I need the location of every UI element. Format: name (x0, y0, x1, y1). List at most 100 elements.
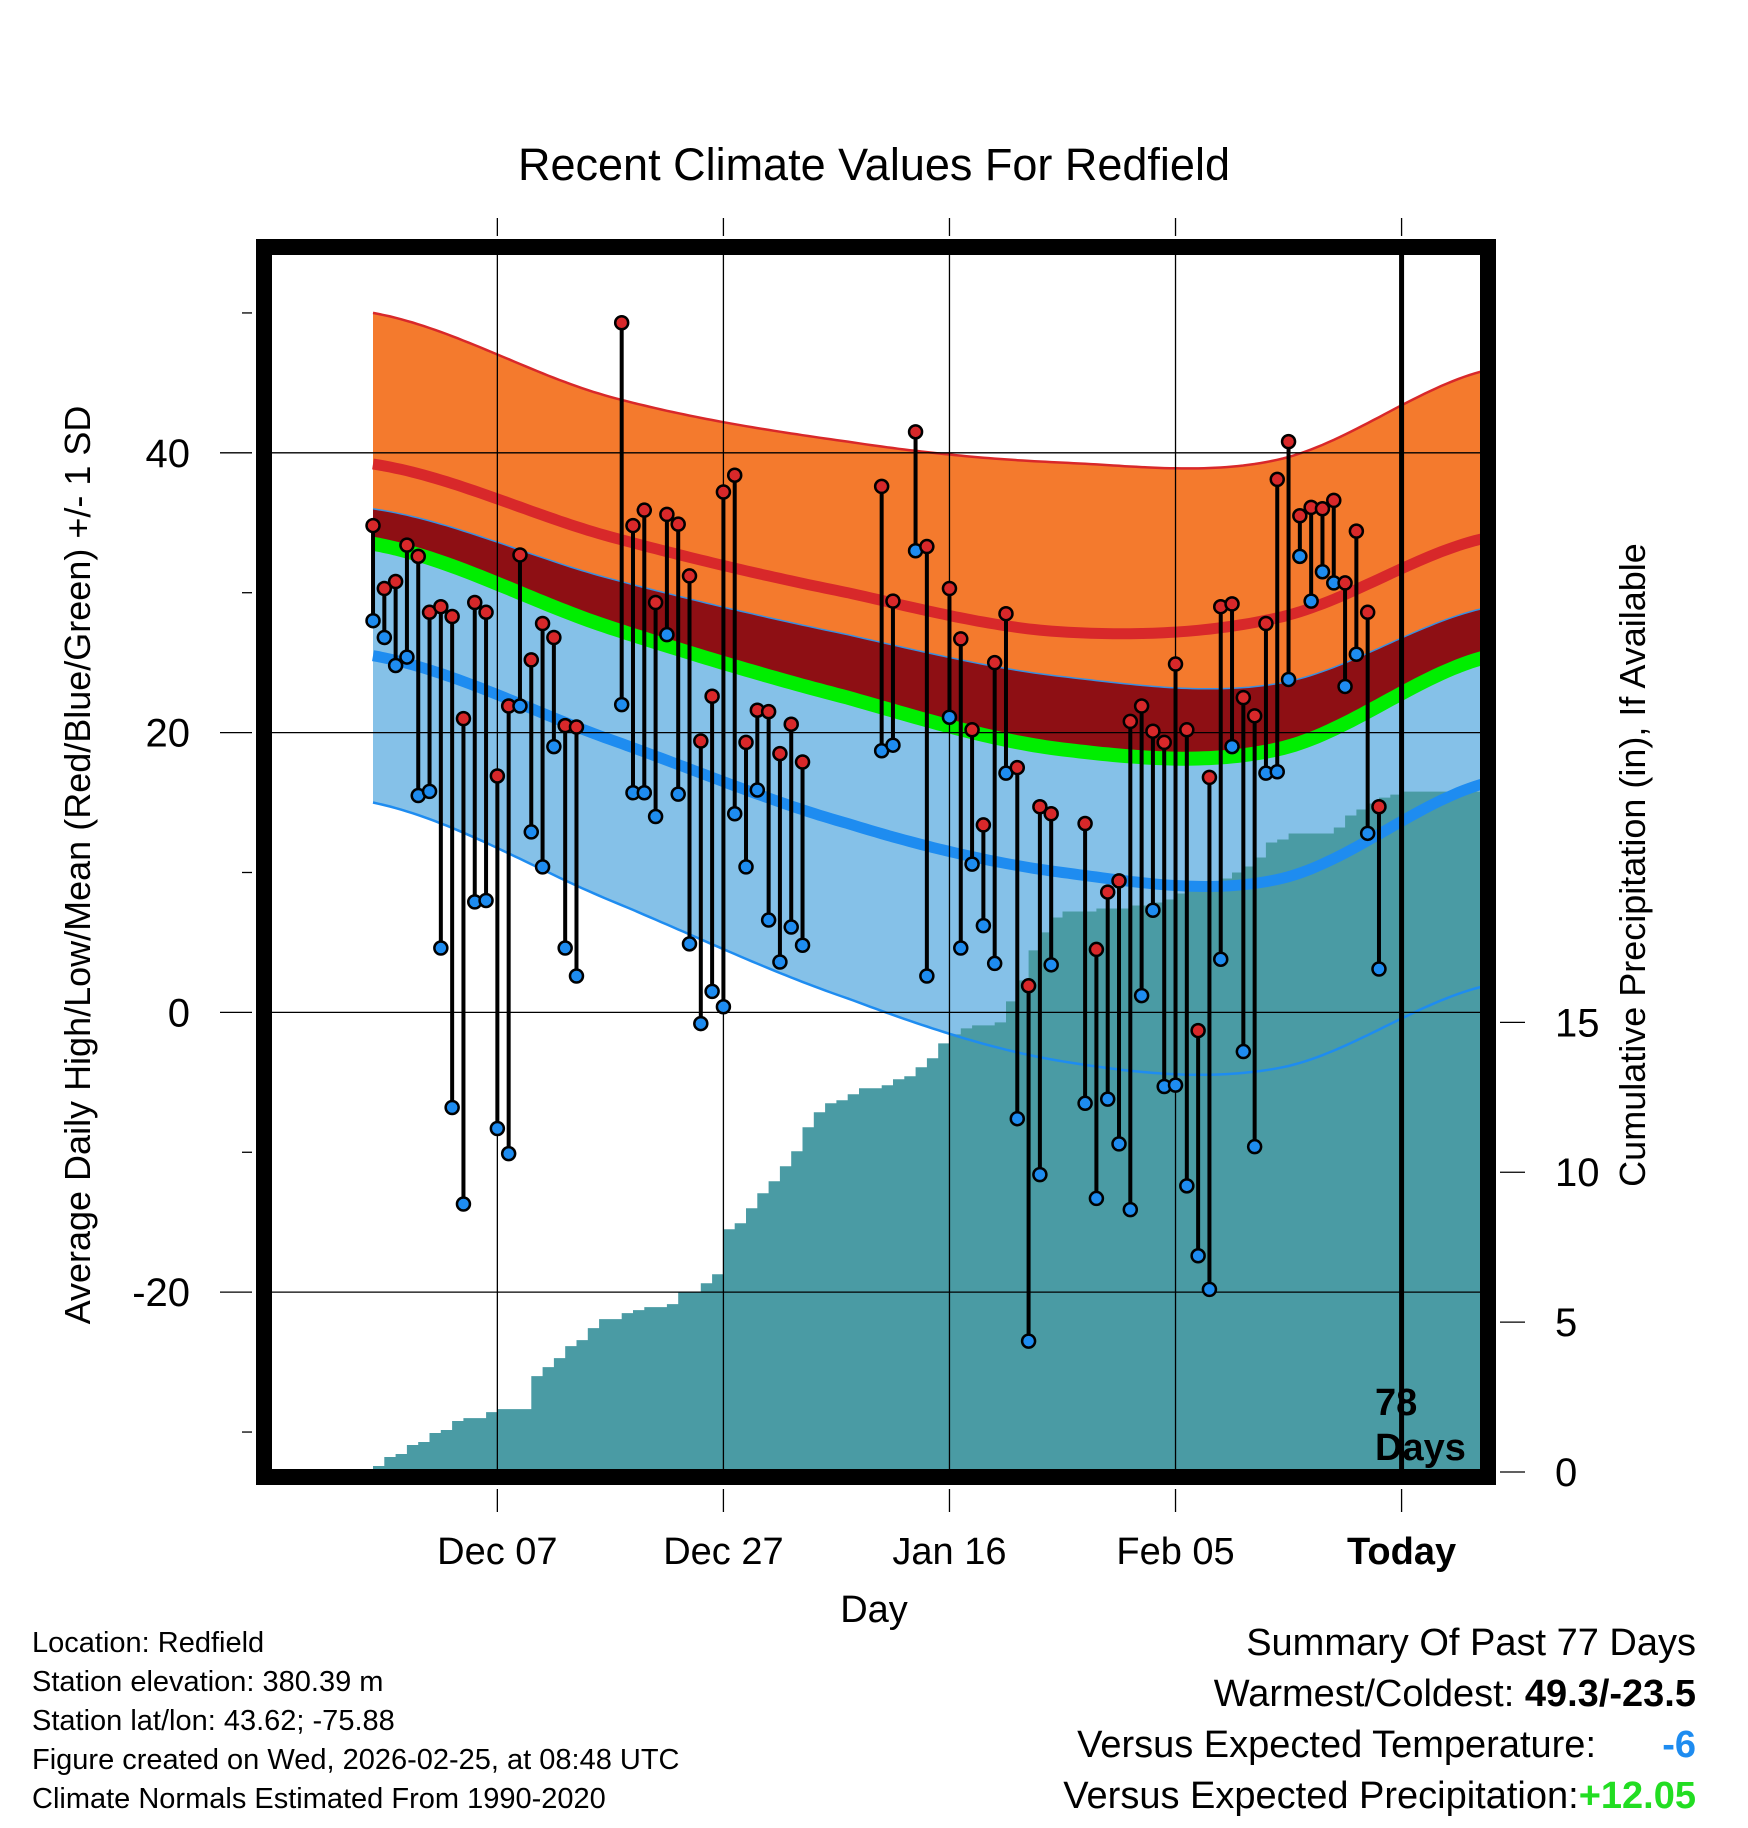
obs-high-point (1156, 734, 1172, 751)
observation (1246, 708, 1263, 1155)
low-minus-sd-line (372, 801, 1484, 1077)
warm-cold-row: Warmest/Coldest: 49.3/-23.5 (1063, 1669, 1696, 1720)
observation (1032, 798, 1048, 1183)
obs-low-point (636, 785, 653, 801)
obs-high-point (1190, 1022, 1206, 1039)
obs-low-point (760, 912, 777, 928)
obs-high-point (1077, 815, 1093, 832)
y2-tick-label: 5 (1555, 1301, 1577, 1345)
observation (444, 608, 460, 1116)
observation (500, 698, 517, 1162)
observation (1348, 523, 1365, 663)
precip-label: Versus Expected Precipitation: (1063, 1775, 1579, 1817)
high-sd-band (373, 508, 1484, 759)
obs-high-point (873, 478, 890, 495)
obs-low-point (568, 968, 585, 984)
obs-low-point (1348, 646, 1365, 663)
observation (1179, 722, 1195, 1194)
obs-high-point (1099, 884, 1116, 900)
obs-low-point (1212, 951, 1229, 967)
obs-high-point (433, 598, 449, 615)
y2-tick-label: 15 (1555, 1001, 1600, 1045)
x-axis-label: Day (840, 1589, 908, 1631)
obs-high-point (693, 733, 709, 749)
y-axis-label: Average Daily High/Low/Mean (Red/Blue/Gr… (57, 406, 98, 1325)
observation (919, 538, 935, 984)
obs-high-point (919, 538, 935, 555)
chart-title: Recent Climate Values For Redfield (518, 139, 1230, 190)
x-tick-label: Today (1347, 1531, 1456, 1573)
obs-high-point (1032, 798, 1048, 815)
x-tick-label: Feb 05 (1116, 1531, 1234, 1573)
observation (681, 568, 698, 952)
obs-low-point (715, 999, 732, 1015)
obs-low-point (387, 657, 404, 674)
observation (715, 484, 732, 1015)
x-tick-label: Jan 16 (892, 1531, 1006, 1573)
observation (1122, 713, 1139, 1218)
obs-high-point (1337, 575, 1353, 591)
obs-low-point (1020, 1333, 1037, 1349)
obs-high-point (1088, 941, 1105, 958)
obs-low-point (1009, 1110, 1026, 1127)
obs-low-point (534, 859, 551, 875)
observation (546, 629, 562, 755)
observation (1009, 759, 1026, 1127)
observation (704, 688, 720, 1000)
observation (986, 654, 1003, 972)
obs-high-point (659, 506, 675, 523)
observation (1099, 884, 1116, 1107)
obs-high-point (1122, 713, 1139, 730)
observation (1280, 433, 1297, 688)
y2-axis-label: Cumulative Precipitation (in), If Availa… (1612, 543, 1653, 1187)
obs-high-point (760, 703, 777, 720)
obs-low-point (557, 940, 573, 956)
observation (1190, 1022, 1206, 1264)
obs-high-point (1292, 508, 1308, 524)
observation (873, 478, 890, 759)
obs-low-point (1201, 1281, 1218, 1298)
obs-high-point (681, 568, 698, 584)
obs-low-point (1043, 957, 1059, 973)
obs-low-point (681, 936, 698, 952)
obs-low-point (500, 1145, 517, 1162)
observation (1077, 815, 1093, 1112)
obs-low-point (433, 940, 449, 956)
observation (613, 314, 630, 713)
observation (421, 604, 438, 800)
obs-high-point (365, 517, 381, 534)
obs-low-point (489, 1120, 506, 1137)
warm-cold-label: Warmest/Coldest: (1213, 1673, 1525, 1715)
observation (975, 817, 992, 934)
obs-low-point (964, 856, 980, 872)
obs-low-point (1145, 902, 1161, 919)
latlon-text: Station lat/lon: 43.62; -75.88 (32, 1705, 395, 1737)
obs-low-point (523, 824, 540, 840)
obs-low-point (1133, 987, 1150, 1004)
obs-high-point (455, 710, 472, 727)
obs-low-point (783, 919, 799, 935)
normals-text: Climate Normals Estimated From 1990-2020 (32, 1783, 606, 1815)
y2-tick-label: 10 (1555, 1151, 1600, 1195)
observation (523, 652, 540, 840)
obs-low-point (1179, 1178, 1195, 1194)
observation (568, 719, 585, 984)
obs-high-point (1359, 604, 1376, 621)
obs-low-point (376, 629, 393, 646)
obs-high-point (410, 548, 426, 565)
plot-area (268, 251, 1484, 1473)
obs-high-point (794, 754, 811, 770)
obs-low-point (613, 696, 630, 713)
obs-low-point (478, 892, 494, 909)
observation (670, 516, 686, 802)
obs-high-point (885, 593, 901, 609)
obs-high-point (467, 594, 483, 611)
obs-low-point (399, 649, 415, 665)
obs-low-point (659, 626, 675, 643)
normal-mean-line (371, 536, 1484, 766)
obs-low-point (986, 955, 1003, 972)
temp-row: Versus Expected Temperature: -6 (1063, 1720, 1696, 1771)
y-tick-label: -20 (132, 1271, 190, 1315)
days-annotation-count: 78 (1375, 1382, 1417, 1424)
obs-high-point (964, 722, 980, 738)
